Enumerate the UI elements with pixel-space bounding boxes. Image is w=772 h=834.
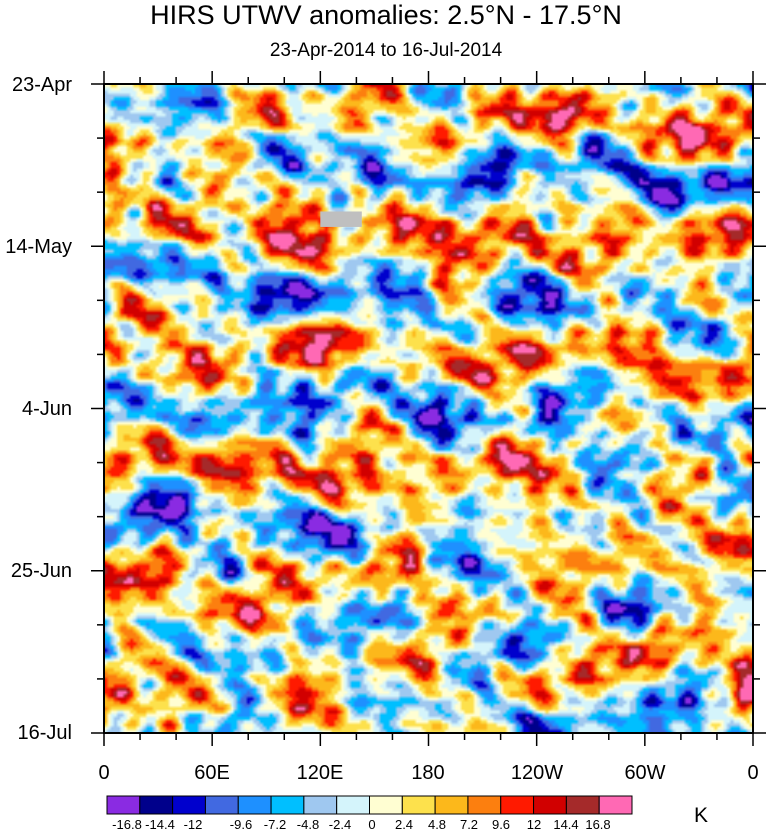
colorbar [106,795,633,815]
y-tick-label-14-may: 14-May [5,236,72,258]
y-tick-label-25-jun: 25-Jun [10,560,72,582]
colorbar-label: 9.6 [491,817,511,832]
colorbar-box [434,795,469,815]
colorbar-label: 7.2 [459,817,479,832]
colorbar-box [533,795,567,815]
colorbar-label: 16.8 [585,817,611,832]
chart-title: HIRS UTWV anomalies: 2.5°N - 17.5°N [150,0,622,30]
colorbar-box [401,795,436,815]
x-tick-label-120w: 120W [510,762,564,784]
colorbar-box [237,795,272,815]
y-tick-label-4-jun: 4-Jun [21,398,72,420]
colorbar-label: -2.4 [328,817,352,832]
missing-data-region [320,211,362,227]
colorbar-label: 14.4 [553,817,579,832]
colorbar-box [139,795,174,815]
axis-ticks [91,71,766,746]
colorbar-label: -9.6 [229,817,253,832]
colorbar-units: K [694,804,709,827]
colorbar-box [336,795,370,815]
plot-frame [103,83,754,734]
colorbar-label: -7.2 [263,817,287,832]
colorbar-box [467,795,502,815]
colorbar-box [303,795,338,815]
y-tick-label-16-jul: 16-Jul [17,722,72,744]
colorbar-box [172,795,206,815]
colorbar-label: 4.8 [427,817,447,832]
y-tick-label-23-apr: 23-Apr [11,74,72,96]
colorbar-box [598,795,633,815]
x-tick-label-180: 180 [411,762,445,784]
colorbar-label: 2.4 [394,817,414,832]
colorbar-label: -14.4 [145,817,175,832]
colorbar-box [106,795,141,815]
chart-subtitle: 23-Apr-2014 to 16-Jul-2014 [269,40,503,61]
colorbar-label: 0 [368,817,376,832]
x-tick-label-60e: 60E [194,762,230,784]
x-tick-label-0-end: 0 [747,762,759,784]
colorbar-box [500,795,535,815]
colorbar-box [270,795,305,815]
colorbar-box [565,795,600,815]
x-tick-label-60w: 60W [624,762,666,784]
colorbar-label: -16.8 [112,817,142,832]
anomaly-field [104,84,753,733]
x-tick-label-0: 0 [98,762,110,784]
colorbar-box [204,795,239,815]
colorbar-box [369,795,403,815]
x-tick-label-120e: 120E [296,762,344,784]
colorbar-label: -4.8 [296,817,320,832]
colorbar-label: 12 [526,817,542,832]
colorbar-label: -12 [183,817,203,832]
